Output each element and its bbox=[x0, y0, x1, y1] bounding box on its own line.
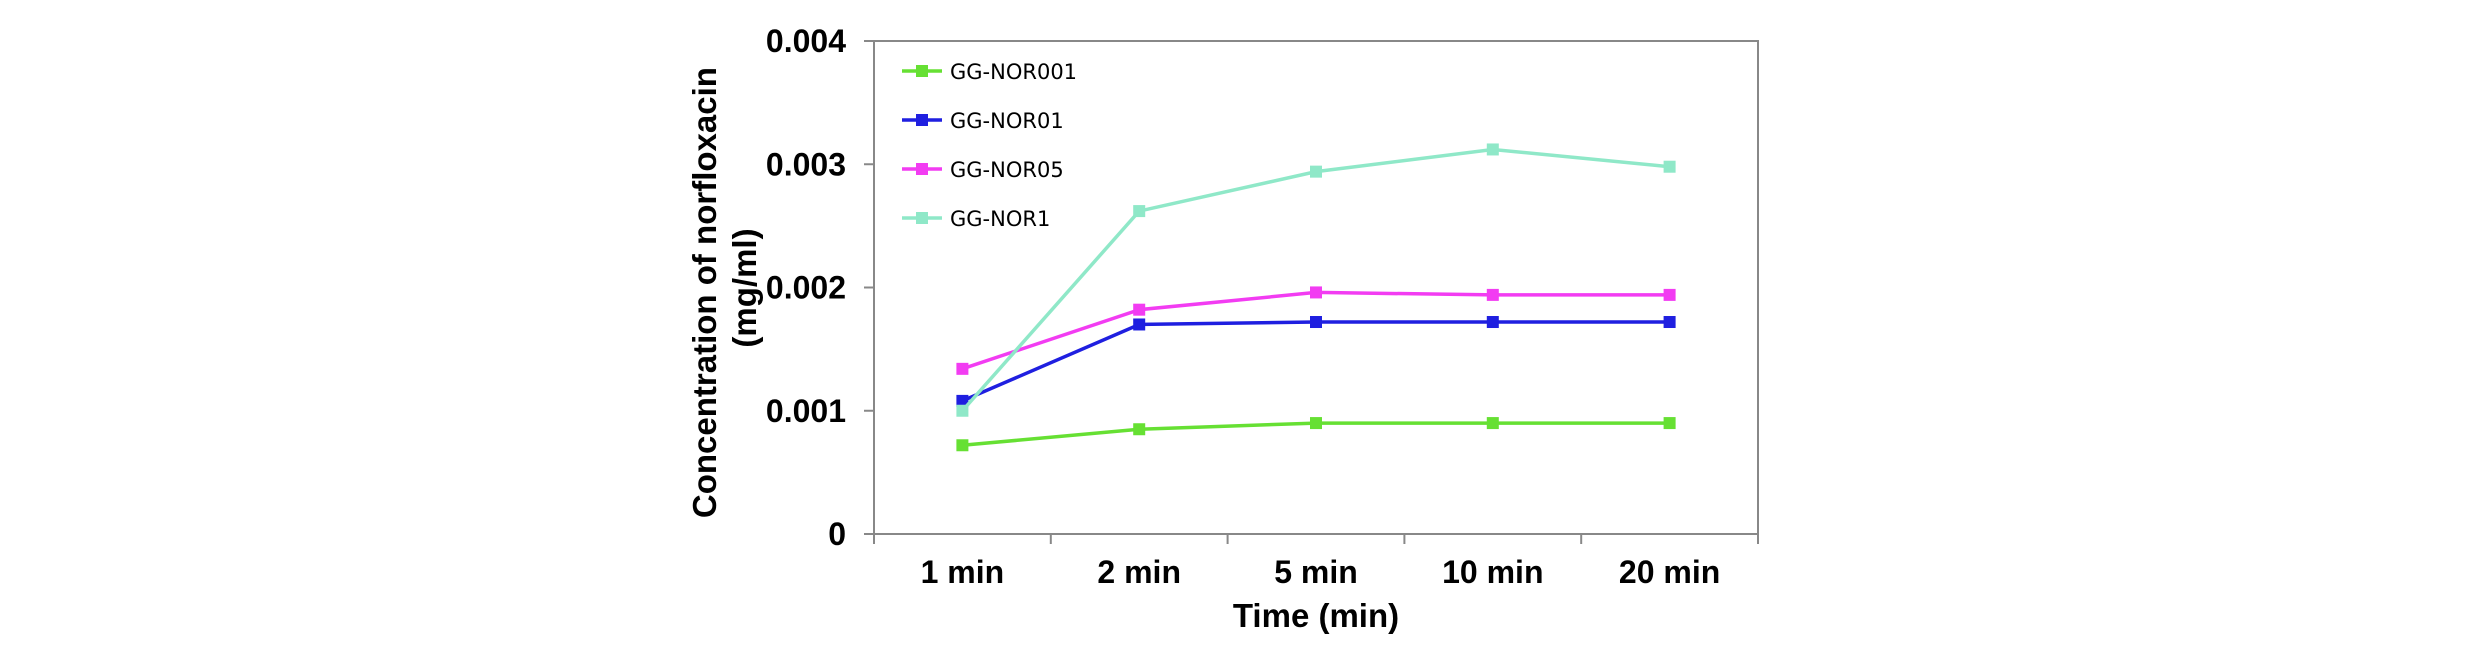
y-axis-title-line-2: (mg/ml) bbox=[726, 228, 763, 347]
y-tick-label: 0.001 bbox=[766, 393, 846, 429]
y-axis-ticks: 0 0.001 0.002 0.003 0.004 bbox=[766, 23, 874, 552]
legend-label: GG-NOR001 bbox=[950, 60, 1077, 84]
legend-swatch-marker bbox=[916, 65, 928, 77]
legend-label: GG-NOR05 bbox=[950, 158, 1064, 182]
x-axis-title: Time (min) bbox=[1233, 597, 1399, 634]
y-tick-label: 0 bbox=[828, 516, 846, 552]
y-tick-label: 0.002 bbox=[766, 270, 846, 306]
legend-label: GG-NOR1 bbox=[950, 207, 1050, 231]
legend-item: GG-NOR05 bbox=[902, 158, 1064, 182]
data-point bbox=[1310, 286, 1322, 299]
data-point bbox=[1133, 423, 1146, 436]
legend-label: GG-NOR01 bbox=[950, 109, 1064, 133]
data-point bbox=[1310, 165, 1322, 178]
data-point bbox=[956, 404, 969, 417]
data-point bbox=[1663, 316, 1676, 329]
x-tick-label: 10 min bbox=[1442, 554, 1543, 590]
legend-swatch-marker bbox=[916, 114, 928, 126]
data-point bbox=[1486, 143, 1499, 156]
legend-swatch-marker bbox=[916, 212, 928, 224]
data-point bbox=[1486, 316, 1499, 329]
data-point bbox=[956, 394, 969, 407]
x-tick-label: 1 min bbox=[921, 554, 1005, 590]
y-tick-label: 0.004 bbox=[766, 23, 846, 59]
x-tick-label: 2 min bbox=[1097, 554, 1181, 590]
legend-item: GG-NOR001 bbox=[902, 60, 1077, 84]
series-gg-nor001 bbox=[956, 417, 1676, 452]
series-gg-nor1 bbox=[956, 143, 1676, 417]
data-point bbox=[1663, 160, 1676, 173]
data-point bbox=[1310, 316, 1322, 329]
y-axis-title-line-1: Concentration of norfloxacin bbox=[686, 67, 723, 518]
data-point bbox=[1310, 417, 1322, 430]
data-point bbox=[1486, 417, 1499, 430]
data-point bbox=[1663, 288, 1676, 301]
series-gg-nor05 bbox=[956, 286, 1676, 375]
data-point bbox=[1133, 318, 1146, 331]
x-tick-label: 20 min bbox=[1619, 554, 1720, 590]
legend-item: GG-NOR1 bbox=[902, 207, 1050, 231]
data-point bbox=[1133, 303, 1146, 316]
series-layer bbox=[956, 143, 1676, 452]
data-point bbox=[1133, 205, 1146, 218]
data-point bbox=[956, 439, 969, 452]
data-point bbox=[1663, 417, 1676, 430]
y-tick-label: 0.003 bbox=[766, 146, 846, 182]
data-point bbox=[956, 362, 969, 375]
series-gg-nor01 bbox=[956, 316, 1676, 407]
legend-item: GG-NOR01 bbox=[902, 109, 1064, 133]
y-axis-title: Concentration of norfloxacin (mg/ml) bbox=[686, 58, 763, 518]
data-point bbox=[1486, 288, 1499, 301]
x-axis-ticks: 1 min 2 min 5 min 10 min 20 min bbox=[873, 534, 1759, 590]
x-tick-label: 5 min bbox=[1274, 554, 1358, 590]
legend: GG-NOR001 GG-NOR01 GG-NOR05 GG-NOR1 bbox=[902, 60, 1077, 231]
legend-swatch-marker bbox=[916, 163, 928, 175]
